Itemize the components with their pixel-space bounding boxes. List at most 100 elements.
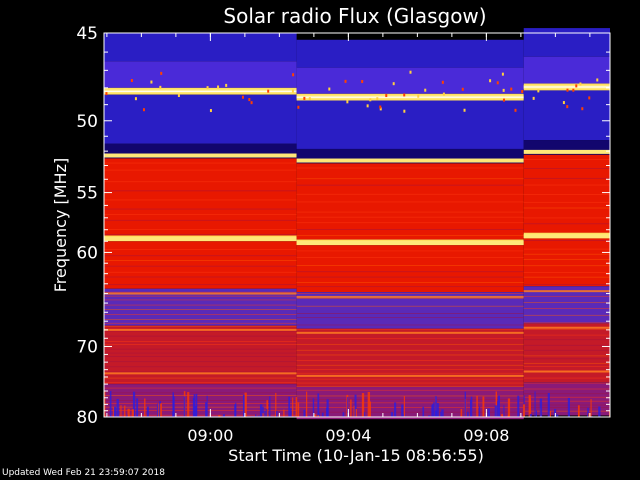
burst-dot <box>463 108 466 112</box>
texture-line <box>296 265 524 266</box>
texture-line <box>296 282 524 283</box>
interference-streak <box>403 395 405 417</box>
band-48.4-51.5-seg2 <box>296 100 524 149</box>
texture-line <box>296 193 524 195</box>
bright-line-73.5 <box>523 370 610 373</box>
burst-dot <box>248 98 251 102</box>
texture-line <box>523 393 610 395</box>
burst-dot <box>291 89 294 93</box>
texture-line <box>104 392 297 394</box>
texture-line <box>104 335 297 337</box>
interference-streak <box>266 408 268 417</box>
burst-dot <box>392 82 395 86</box>
interference-streak <box>317 415 320 417</box>
interference-streak <box>433 402 435 417</box>
interference-streak <box>495 391 498 417</box>
texture-line <box>523 232 610 233</box>
texture-line <box>523 344 610 346</box>
interference-streak <box>257 415 260 417</box>
interference-streak <box>539 398 543 417</box>
burst-dot <box>409 70 412 74</box>
interference-streak <box>487 408 490 417</box>
burst-dot <box>532 96 535 100</box>
texture-line <box>104 395 297 396</box>
interference-streak <box>187 392 190 417</box>
texture-line <box>104 271 297 273</box>
interference-streak <box>120 405 122 417</box>
plot-frame <box>103 32 611 418</box>
band-52.5-58.5-seg1 <box>104 158 297 236</box>
band-46.5-48-seg3 <box>523 56 610 84</box>
texture-line <box>104 276 297 278</box>
burst-dot <box>379 107 382 111</box>
interference-streak <box>308 415 310 417</box>
burst-dot <box>130 79 133 83</box>
interference-streak <box>266 400 268 417</box>
interference-streak <box>275 392 277 417</box>
texture-line <box>296 216 524 218</box>
burst-dot <box>150 80 153 84</box>
texture-line <box>296 271 524 273</box>
texture-line <box>296 229 524 230</box>
burst-dot <box>160 71 163 75</box>
interference-streak <box>428 415 431 417</box>
texture-line <box>523 328 610 330</box>
burst-dot <box>134 97 137 101</box>
x-tick-label: 09:08 <box>463 426 509 445</box>
texture-line <box>523 201 610 203</box>
interference-streak <box>464 391 466 417</box>
interference-streak <box>394 402 397 417</box>
burst-dot <box>502 98 505 102</box>
texture-line <box>523 339 610 341</box>
band-48.4-51.5-seg1 <box>104 94 297 144</box>
texture-line <box>104 410 297 411</box>
interference-streak <box>127 408 130 417</box>
interference-streak <box>283 409 285 417</box>
texture-line <box>523 217 610 219</box>
texture-line <box>104 400 297 401</box>
texture-line <box>523 382 610 384</box>
texture-line <box>296 378 524 380</box>
burst-dot <box>575 84 578 88</box>
interference-streak <box>288 396 291 417</box>
texture-line <box>104 322 297 324</box>
burst-dot <box>217 85 220 89</box>
interference-streak <box>482 396 485 417</box>
chart-title: Solar radio Flux (Glasgow) <box>223 4 486 28</box>
burst-dot <box>566 105 569 109</box>
texture-line <box>104 181 297 183</box>
burst-dot <box>303 96 306 100</box>
texture-line <box>523 407 610 409</box>
band-59-63.5-seg1 <box>104 241 297 289</box>
burst-dot <box>209 109 212 113</box>
interference-streak <box>361 393 365 417</box>
interference-streak <box>441 409 444 417</box>
interference-streak <box>440 411 442 417</box>
interference-streak <box>326 399 329 417</box>
interference-streak <box>194 406 197 417</box>
texture-line <box>523 284 610 286</box>
bright-line-52.3 <box>296 158 524 163</box>
interference-streak <box>367 391 371 417</box>
interference-streak <box>144 398 146 417</box>
interference-streak <box>494 405 498 417</box>
burst-dot <box>267 89 270 93</box>
y-tick-label: 55 <box>76 184 98 204</box>
band-67.5-75-seg2 <box>296 328 524 387</box>
burst-dot <box>521 89 524 93</box>
y-tick-label: 80 <box>76 408 98 428</box>
texture-line <box>523 400 610 402</box>
burst-dot <box>514 108 517 112</box>
interference-streak <box>436 403 439 417</box>
interference-streak <box>460 408 463 417</box>
texture-line <box>523 248 610 250</box>
texture-line <box>296 286 524 288</box>
burst-dot <box>424 88 427 92</box>
interference-streak <box>422 406 425 417</box>
burst-dot <box>297 105 300 109</box>
interference-streak <box>503 405 505 417</box>
texture-line <box>523 159 610 160</box>
interference-streak <box>290 408 292 417</box>
band-48.4-51.5-seg3 <box>523 90 610 141</box>
burst-dot <box>376 97 379 101</box>
